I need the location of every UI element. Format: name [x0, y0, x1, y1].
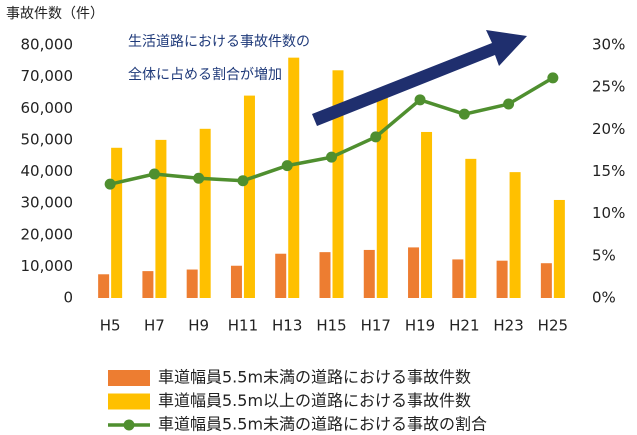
bar [540, 263, 552, 298]
x-tick-label: H23 [493, 317, 523, 335]
bar [553, 199, 565, 298]
bar [142, 271, 154, 298]
line-marker [503, 98, 515, 110]
bar [98, 274, 110, 298]
line-marker [104, 178, 116, 190]
bar [275, 253, 287, 298]
x-tick-label: H9 [188, 317, 209, 335]
legend-swatch [108, 393, 150, 410]
y2-tick-label: 25% [592, 78, 625, 96]
bar [452, 259, 464, 298]
legend-label: 車道幅員5.5m未満の道路における事故の割合 [158, 415, 487, 434]
y-tick-label: 20,000 [21, 225, 74, 243]
bar [496, 260, 508, 298]
y-tick-label: 50,000 [21, 130, 74, 148]
bar [509, 172, 521, 298]
bar [363, 249, 375, 298]
line-marker [148, 168, 160, 180]
legend-label: 車道幅員5.5m以上の道路における事故件数 [158, 391, 471, 410]
bar [155, 139, 167, 298]
bar [465, 158, 477, 298]
legend-swatch [108, 370, 150, 386]
x-tick-label: H11 [228, 317, 258, 335]
x-tick-label: H21 [449, 317, 479, 335]
line-marker [370, 131, 382, 143]
line [109, 76, 554, 186]
bar [332, 70, 344, 298]
annotation: 全体に占める割合が増加 [128, 66, 282, 83]
y-tick-label: 10,000 [21, 257, 74, 275]
annotation: 生活道路における事故件数の [128, 34, 310, 50]
line-marker [326, 151, 337, 163]
bar [111, 147, 123, 298]
x-tick-label: H13 [272, 317, 302, 335]
x-tick-label: H25 [538, 317, 568, 335]
bar [421, 131, 433, 298]
y2-tick-label: 0% [592, 289, 616, 307]
legend-swatch [123, 419, 135, 431]
line-marker [414, 94, 426, 106]
y-tick-label: 30,000 [21, 194, 74, 212]
bar [376, 92, 388, 298]
y-tick-label: 80,000 [21, 36, 74, 54]
y-tick-label: 0 [63, 289, 73, 307]
y-tick-label: 70,000 [21, 67, 74, 85]
bar [319, 252, 331, 298]
x-tick-label: H19 [405, 317, 435, 335]
bar [230, 265, 242, 298]
legend-label: 車道幅員5.5m未満の道路における事故件数 [158, 368, 471, 387]
line-marker [237, 175, 249, 187]
trend-arrow [312, 30, 527, 126]
y-tick-label: 60,000 [21, 99, 74, 117]
y2-tick-label: 10% [592, 204, 625, 222]
bar [199, 128, 211, 298]
bar [408, 247, 420, 298]
y2-tick-label: 20% [592, 120, 625, 138]
bar [186, 269, 198, 298]
x-tick-label: H17 [361, 317, 391, 335]
y2-tick-label: 15% [592, 162, 625, 180]
bar [288, 57, 300, 299]
y-tick-label: 40,000 [21, 162, 74, 180]
y-axis-label: 事故件数（件） [6, 6, 104, 22]
x-tick-label: H5 [100, 317, 121, 335]
y2-tick-label: 30% [592, 36, 625, 54]
line-marker [193, 172, 205, 184]
line-marker [281, 160, 293, 172]
line-marker [458, 108, 470, 120]
x-tick-label: H15 [316, 317, 346, 335]
line-marker [547, 72, 559, 84]
x-tick-label: H7 [144, 317, 165, 335]
y2-tick-label: 5% [592, 246, 616, 264]
bar [243, 95, 255, 298]
